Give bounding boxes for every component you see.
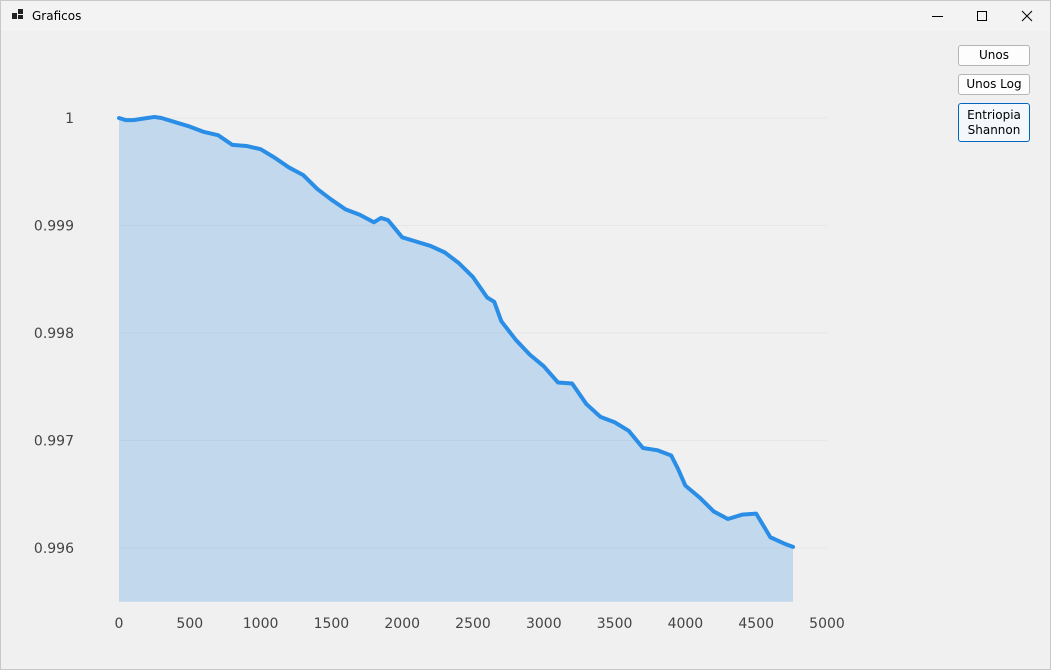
button[interactable]: Unos Log [958, 74, 1030, 95]
x-tick-label: 0 [115, 616, 124, 632]
button[interactable]: Unos [958, 45, 1030, 66]
x-tick-label: 2500 [455, 616, 491, 632]
app-icon [18, 9, 23, 14]
close-button[interactable] [1021, 10, 1033, 22]
y-tick-label: 0.999 [34, 219, 74, 235]
chart: 0.996 0.997 0.998 0.999 1 0 500 1000 1500 2000 250… [34, 111, 845, 632]
y-tick-label: 0.997 [34, 434, 74, 450]
window-title: Graficos [32, 9, 82, 23]
x-tick-label: 5000 [809, 616, 845, 632]
maximize-button[interactable] [977, 11, 987, 21]
area-fill [119, 116, 794, 602]
x-tick-label: 1500 [314, 616, 350, 632]
y-tick-label: 0.996 [34, 541, 74, 557]
app-icon [18, 15, 23, 19]
y-tick-label: 1 [65, 111, 74, 127]
button[interactable]: Entriopia Shannon [958, 103, 1030, 142]
title-bar: Graficos [1, 1, 1050, 31]
x-tick-label: 3000 [526, 616, 562, 632]
app-icon [12, 13, 17, 19]
line [117, 114, 796, 549]
x-tick-label: 3500 [597, 616, 633, 632]
y-tick-label: 0.998 [34, 326, 74, 342]
x-tick-label: 4500 [738, 616, 774, 632]
x-tick-label: 4000 [668, 616, 704, 632]
x-tick-label: 500 [176, 616, 203, 632]
title-bar-icons [12, 9, 1033, 22]
x-tick-label: 2000 [384, 616, 420, 632]
x-tick-label: 1000 [243, 616, 279, 632]
